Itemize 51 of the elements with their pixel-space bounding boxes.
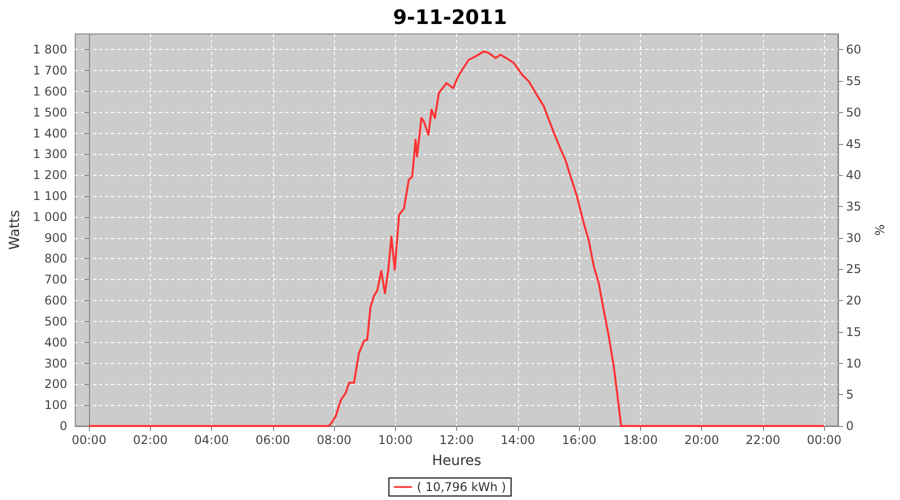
y-tick-label: 1 500 <box>32 105 68 120</box>
y-tick-label: 1 700 <box>32 64 68 78</box>
y2-tick-label: 25 <box>846 262 862 276</box>
y2-tick-label: 5 <box>846 388 854 402</box>
x-tick-label: 14:00 <box>500 433 536 447</box>
legend-label: ( 10,796 kWh ) <box>416 480 506 494</box>
x-tick-label: 00:00 <box>806 433 842 447</box>
y-tick-label: 100 <box>44 398 68 412</box>
y2-tick-label: 0 <box>846 419 854 433</box>
y-tick-label: 700 <box>44 272 68 287</box>
y2-tick-label: 50 <box>846 105 862 120</box>
line-series <box>88 50 826 427</box>
y-tick-label: 1 000 <box>32 210 68 224</box>
x-tick-label: 06:00 <box>256 433 290 447</box>
x-tick-label: 04:00 <box>194 433 229 447</box>
y2-axis-title: % <box>873 224 887 236</box>
y-tick-label: 1 100 <box>32 189 68 204</box>
x-tick-label: 02:00 <box>133 433 168 447</box>
y-tick-label: 1 200 <box>32 168 68 182</box>
x-tick-label: 16:00 <box>562 433 596 447</box>
y-tick-label: 1 600 <box>32 84 68 98</box>
y-tick-label: 500 <box>44 314 68 328</box>
y2-tick-label: 35 <box>846 199 862 214</box>
x-tick-label: 08:00 <box>316 433 352 447</box>
x-tick-label: 10:00 <box>378 433 413 447</box>
y-tick-label: 1 800 <box>32 42 68 57</box>
chart-title: 9-11-2011 <box>392 5 508 29</box>
y-axis-title: Watts <box>7 210 23 250</box>
x-tick-label: 12:00 <box>439 433 474 447</box>
y2-tick-label: 55 <box>846 74 862 88</box>
y2-tick-label: 60 <box>846 42 862 57</box>
x-tick-label: 18:00 <box>623 433 658 447</box>
y2-tick-label: 15 <box>846 324 862 339</box>
y-tick-label: 1 300 <box>32 147 68 162</box>
y-tick-label: 300 <box>44 356 68 370</box>
y2-tick-label: 40 <box>846 168 862 182</box>
y-tick-label: 200 <box>44 377 68 392</box>
y-tick-label: 800 <box>44 252 68 266</box>
y2-tick-label: 10 <box>846 356 862 370</box>
y-tick-label: 600 <box>44 294 68 308</box>
y2-tick-label: 20 <box>846 294 862 308</box>
y-tick-label: 900 <box>44 230 68 245</box>
y-tick-label: 1 400 <box>32 126 68 140</box>
y-tick-label: 400 <box>44 335 68 350</box>
x-tick-label: 00:00 <box>72 433 106 447</box>
y2-tick-label: 45 <box>846 136 862 151</box>
y2-tick-label: 30 <box>846 230 862 245</box>
x-tick-label: 22:00 <box>746 433 780 447</box>
x-axis-title: Heures <box>432 453 482 469</box>
y-tick-label: 0 <box>60 419 68 433</box>
x-tick-label: 20:00 <box>684 433 719 447</box>
